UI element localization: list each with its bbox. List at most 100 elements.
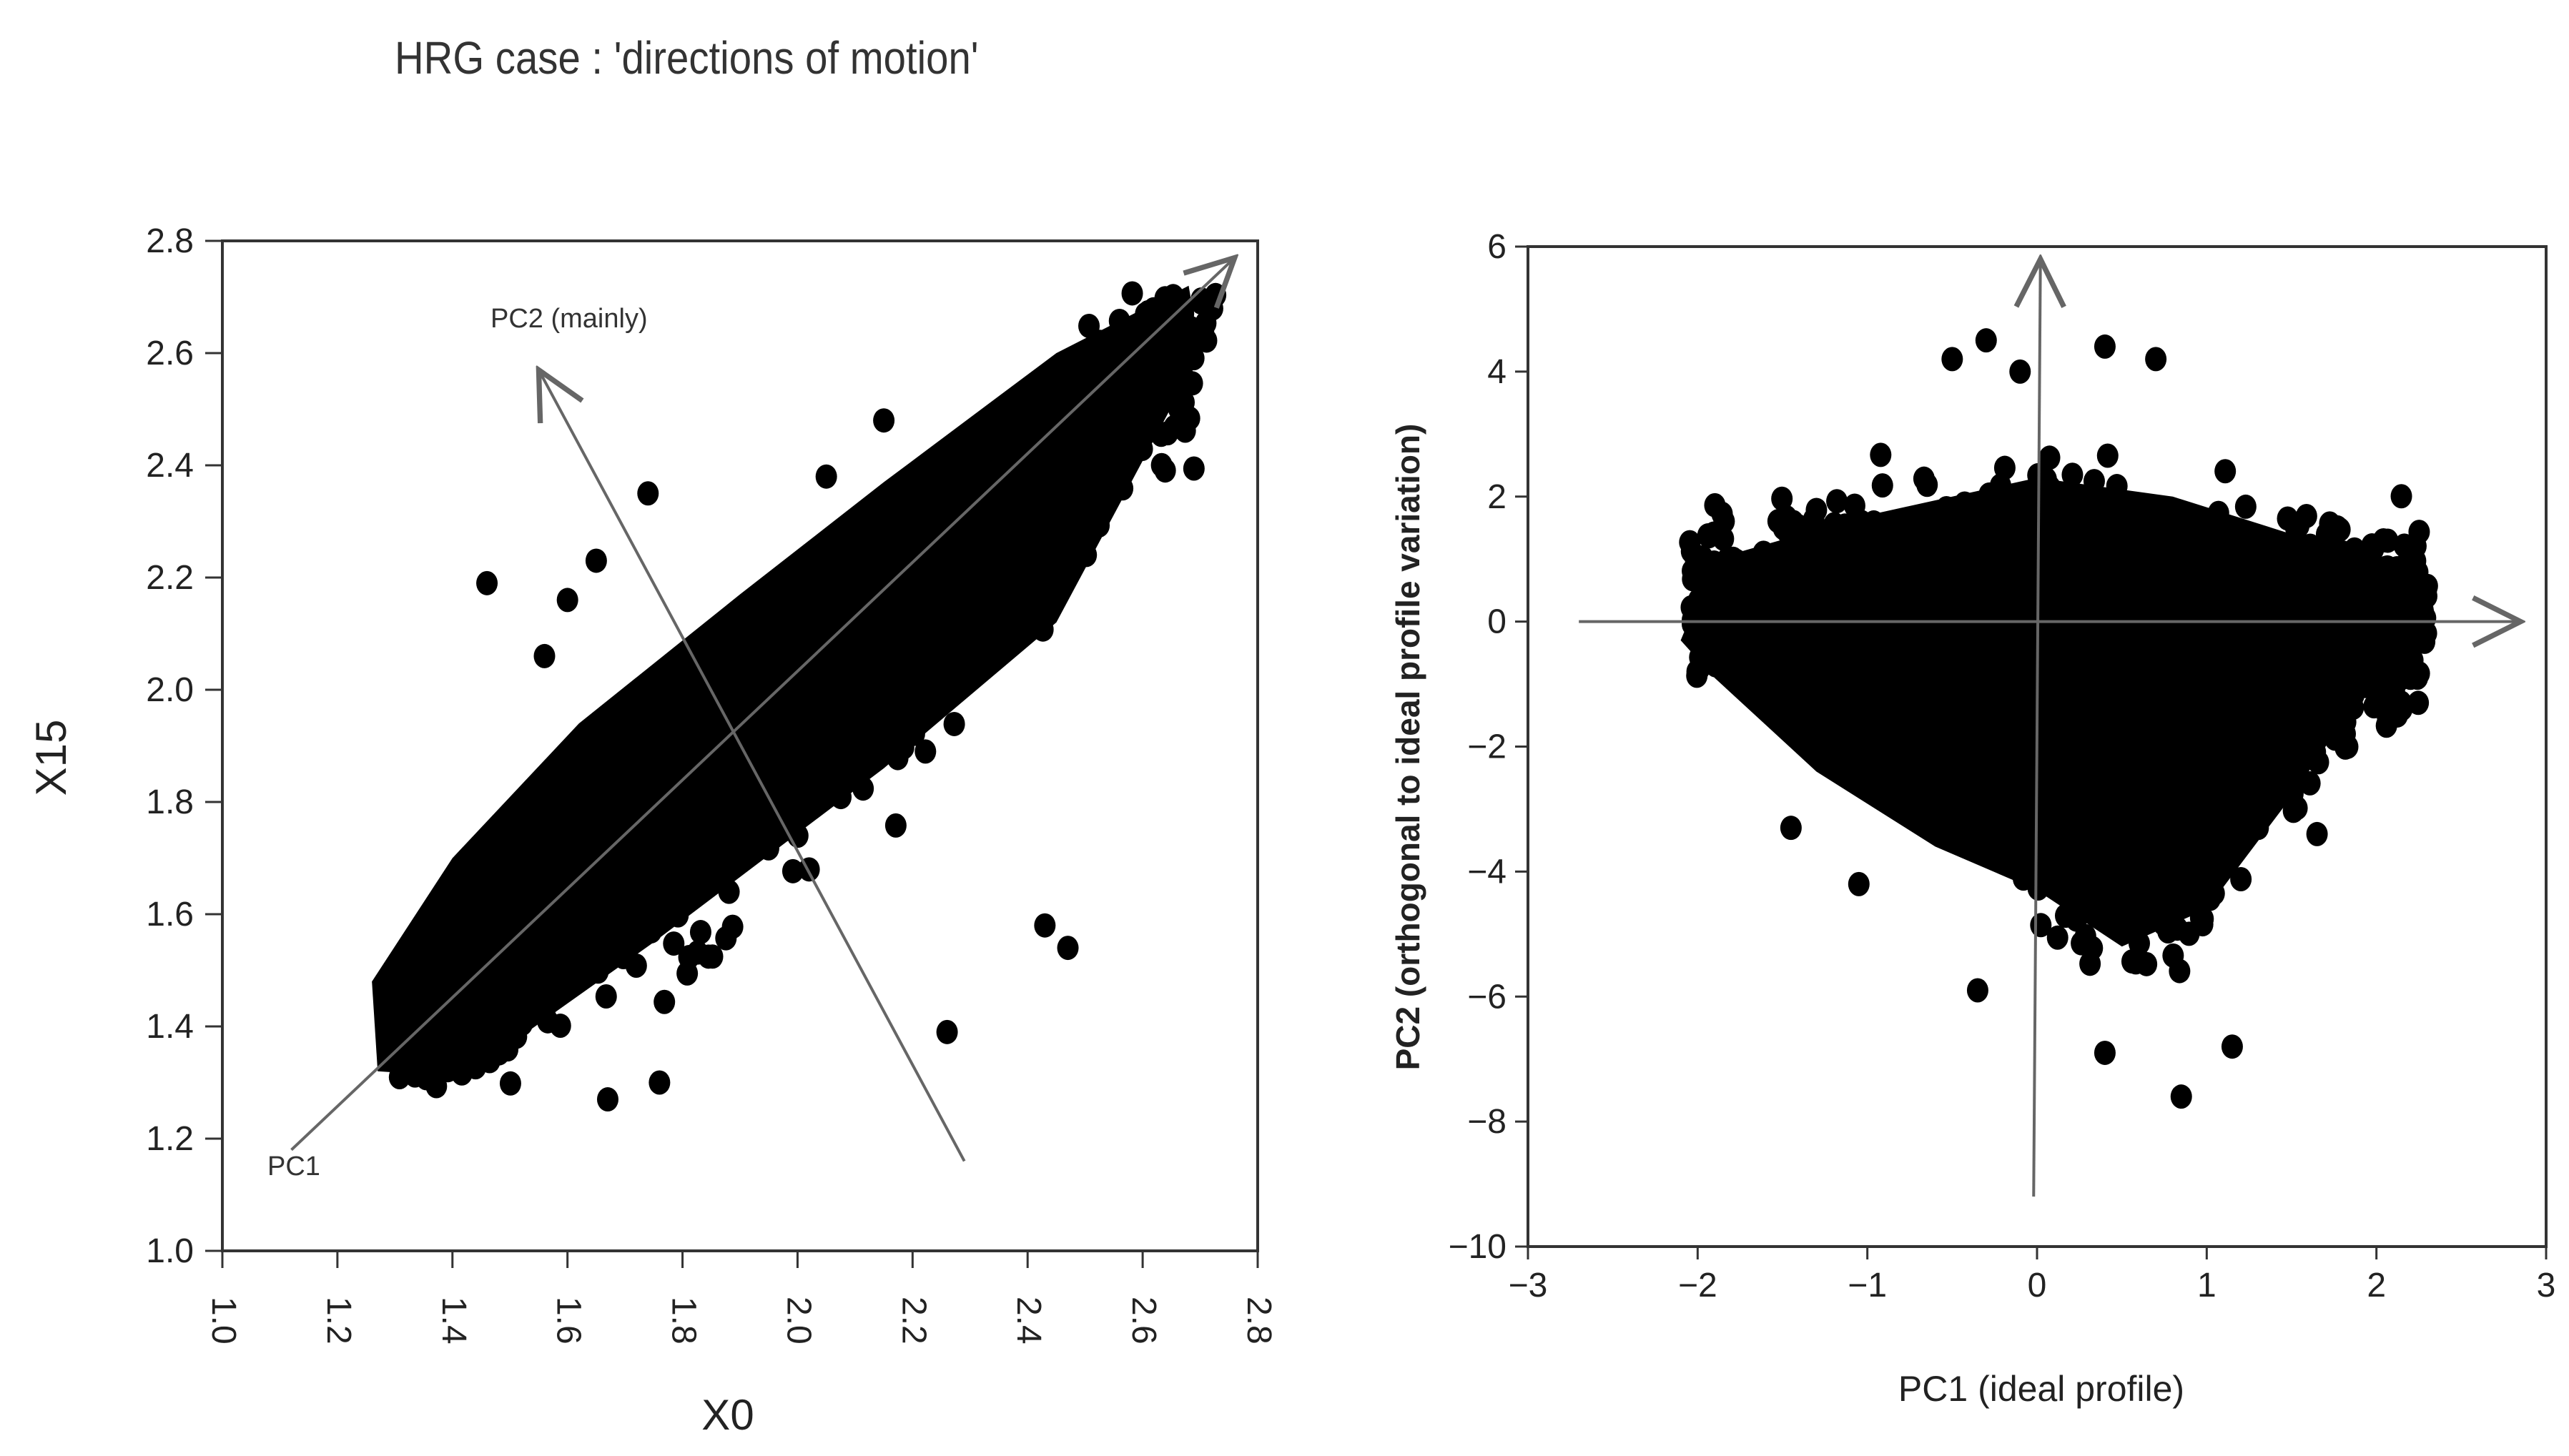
left-cloud-point: [1156, 317, 1178, 342]
left-cloud-point: [537, 1009, 559, 1034]
right-cloud-point: [1790, 553, 1812, 578]
right-scatter-cloud: [1679, 442, 2438, 984]
right-cloud-point: [2038, 445, 2061, 470]
left-cloud-point: [1121, 281, 1143, 306]
right-cloud-point: [1848, 693, 1870, 718]
right-cloud-point: [2030, 913, 2052, 938]
left-x-ticks: 1.0 1.2 1.4 1.6 1.8 2.0 2.2 2.4 2.6 2.8: [204, 1251, 1278, 1344]
right-cloud-point: [2277, 506, 2299, 531]
right-cloud-point: [2275, 736, 2297, 761]
right-x-tick-label: 2: [2367, 1267, 2386, 1304]
right-cloud-point: [1826, 489, 1848, 514]
right-cloud-point: [1955, 563, 1977, 588]
right-cloud-point: [2241, 590, 2263, 615]
right-cloud-point: [2309, 565, 2332, 590]
right-outlier-point: [1941, 347, 1963, 372]
right-x-tick-label: −2: [1678, 1267, 1717, 1304]
right-cloud-point: [2337, 734, 2359, 759]
left-cloud-point: [967, 471, 990, 496]
pc1-arrow: [290, 258, 1235, 1152]
right-cloud-point: [1843, 493, 1865, 518]
left-cloud-point: [849, 562, 872, 587]
left-cloud-point: [943, 711, 965, 736]
left-cloud-point: [830, 785, 852, 810]
right-cloud-point: [2206, 848, 2228, 873]
left-cloud-point: [778, 721, 800, 746]
right-cloud-point: [2266, 542, 2288, 567]
left-cloud-point: [523, 857, 546, 882]
left-cloud-point: [831, 610, 853, 635]
right-cloud-point: [2071, 753, 2093, 778]
right-cloud-point: [1898, 695, 1920, 720]
right-cloud-point: [1991, 848, 2013, 873]
right-cloud-point: [2182, 599, 2204, 624]
right-cloud-point: [2192, 906, 2214, 931]
right-cloud-point: [2119, 723, 2141, 748]
right-cloud-point: [2249, 718, 2271, 743]
right-cloud-point: [2136, 769, 2158, 794]
left-cloud-point: [663, 796, 685, 821]
right-cloud-point: [2387, 635, 2409, 660]
right-cloud-point: [2086, 535, 2109, 560]
left-x-tick-label: 2.6: [1125, 1297, 1163, 1344]
left-outlier-point: [637, 481, 659, 506]
left-cloud-point: [566, 873, 588, 898]
right-cloud-point: [1816, 553, 1838, 578]
right-cloud-point: [1913, 693, 1936, 718]
left-cloud-point: [887, 668, 909, 693]
left-cloud-point: [813, 605, 835, 630]
left-y-axis-label: X15: [27, 720, 75, 796]
left-y-tick-label: 1.0: [146, 1232, 194, 1270]
right-cloud-point: [2074, 923, 2096, 949]
right-cloud-point: [2013, 557, 2036, 582]
left-cloud-point: [1123, 371, 1145, 396]
pc2-arrow: [538, 370, 966, 1162]
right-cloud-point: [2231, 518, 2253, 543]
left-x-tick-label: 2.2: [894, 1297, 932, 1344]
right-cloud-point: [2091, 886, 2114, 911]
left-cloud-point: [757, 836, 779, 861]
right-cloud-point: [2415, 584, 2437, 609]
left-outlier-points: [476, 408, 1079, 1112]
right-cloud-point: [1998, 619, 2020, 644]
right-cloud-point: [1956, 732, 1978, 757]
left-arrows: [290, 258, 1235, 1162]
right-outlier-point: [2306, 821, 2328, 846]
right-cloud-point: [1785, 654, 1807, 679]
right-outlier-point: [1975, 328, 1997, 353]
right-cloud-point: [2304, 624, 2327, 649]
left-cloud-point: [908, 512, 930, 537]
right-cloud-point: [2238, 561, 2260, 586]
right-cloud-point: [1834, 513, 1856, 538]
right-cloud-point: [2250, 691, 2272, 716]
right-cloud-point: [2304, 603, 2326, 628]
right-cloud-point: [1805, 524, 1827, 549]
right-cloud-point: [1956, 715, 1978, 740]
right-cloud-point: [2299, 771, 2321, 796]
left-outlier-point: [585, 548, 607, 573]
left-cloud-point: [610, 801, 632, 826]
left-cloud-point: [395, 984, 417, 1009]
left-cloud-point: [645, 797, 667, 822]
left-cloud-point: [832, 643, 854, 668]
right-cloud-point: [2109, 629, 2131, 654]
left-cloud-point: [506, 1024, 528, 1049]
left-cloud-point: [995, 415, 1017, 440]
figure-title: HRG case : 'directions of motion': [395, 32, 979, 84]
right-cloud-point: [1921, 520, 1943, 545]
right-cloud-point: [1989, 814, 2011, 839]
left-outlier-point: [533, 643, 556, 668]
left-cloud-point: [857, 656, 879, 681]
right-cloud-point: [2214, 459, 2237, 484]
right-cloud-point: [2299, 533, 2322, 558]
right-cloud-point: [2179, 698, 2201, 723]
right-cloud-point: [2008, 791, 2031, 816]
right-cloud-point: [2079, 951, 2101, 976]
right-x-tick-label: 1: [2197, 1267, 2217, 1304]
right-cloud-point: [1813, 596, 1835, 621]
right-cloud-point: [2217, 658, 2239, 683]
right-cloud-point: [2376, 567, 2398, 592]
left-cloud-point: [919, 619, 941, 644]
left-cloud-point: [1153, 381, 1175, 406]
right-cloud-point: [2282, 781, 2304, 806]
